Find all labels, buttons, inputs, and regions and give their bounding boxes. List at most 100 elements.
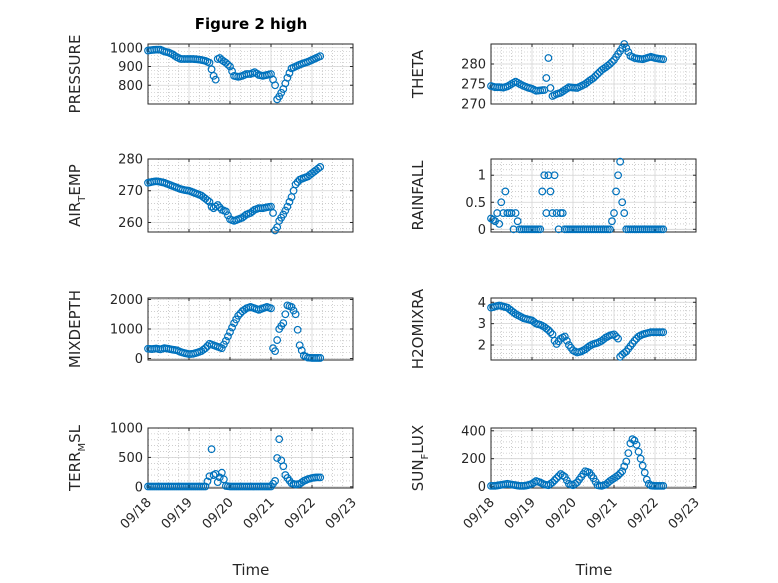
pressure-axes-box: [147, 43, 354, 105]
sunflux-y-axis-label: SUNFLUX: [409, 425, 431, 491]
terr_msl-y-axis-label: TERRMSL: [66, 424, 88, 492]
terr_msl-data-point: [215, 473, 224, 482]
terr_msl-y-label-part: SL: [66, 424, 84, 443]
rainfall-data-point: [606, 225, 614, 234]
sunflux-data-point: [640, 468, 649, 477]
mixdepth-data-point: [279, 319, 288, 327]
h2omixra-y-tick-label: 4: [478, 296, 486, 311]
air_temp-data-point: [213, 201, 222, 209]
mixdepth-data-point: [228, 323, 236, 332]
terr_msl-data-point: [271, 477, 280, 485]
rainfall-data-point: [608, 217, 616, 226]
air_temp-y-tick-label: 270: [118, 184, 143, 199]
sunflux-data-point: [632, 440, 641, 449]
h2omixra-data-point: [612, 332, 620, 341]
rainfall-data-point: [546, 187, 555, 196]
rainfall-data-point: [620, 209, 629, 217]
sunflux-y-label-subscript: F: [420, 453, 431, 459]
sunflux-data-point: [571, 479, 579, 488]
terr_msl-axes-box: [147, 427, 354, 489]
rainfall-data-point: [489, 215, 497, 224]
sunflux-x-tick-label: 09/21: [584, 495, 621, 532]
theta-y-tick-label: 280: [461, 58, 486, 73]
theta-axes-box: [490, 43, 697, 105]
sunflux-y-label-part: LUX: [409, 425, 427, 454]
mixdepth-data-point: [295, 341, 304, 350]
h2omixra-axes-box: [490, 297, 697, 361]
rainfall-data-point: [501, 187, 510, 196]
terr_msl-data-point: [279, 462, 288, 471]
rainfall-data-point: [536, 225, 545, 234]
h2omixra-data-point: [630, 336, 639, 345]
h2omixra-y-tick-label: 3: [478, 317, 486, 332]
figure-title: Figure 2 high: [195, 15, 308, 33]
sunflux-data-point: [558, 471, 567, 480]
rainfall-data-point: [497, 198, 506, 207]
pressure-data-point: [224, 60, 232, 69]
sunflux-y-tick-label: 0: [478, 480, 486, 495]
pressure-series-markers: [144, 45, 325, 104]
air_temp-data-point: [269, 209, 277, 217]
sunflux-data-point: [630, 436, 639, 445]
pressure-data-point: [226, 62, 234, 71]
mixdepth-data-point: [226, 328, 234, 336]
mixdepth-y-tick-label: 2000: [110, 293, 143, 308]
rainfall-data-point: [511, 209, 520, 217]
theta-data-point: [593, 70, 602, 78]
sunflux-x-tick-label: 09/22: [625, 495, 662, 532]
terr_msl-y-label-subscript: M: [77, 443, 88, 452]
pressure-y-tick-label: 900: [118, 60, 143, 75]
mixdepth-y-tick-label: 1000: [110, 323, 143, 338]
rainfall-data-point: [548, 209, 557, 217]
terr_msl-data-point: [203, 477, 212, 486]
pressure-data-point: [316, 52, 325, 61]
theta-data-point: [622, 44, 631, 52]
pressure-y-tick-label: 1000: [110, 41, 143, 56]
mixdepth-data-point: [234, 311, 243, 320]
terr_msl-y-tick-label: 1000: [110, 422, 143, 437]
sunflux-data-point: [552, 474, 561, 483]
theta-data-point: [608, 58, 616, 66]
terr_msl-y-tick-label: 0: [135, 480, 143, 495]
h2omixra-data-point: [562, 336, 571, 345]
h2omixra-y-axis-label: H2OMIXRA: [409, 288, 427, 369]
air_temp-data-point: [240, 212, 249, 221]
pressure-data-point: [283, 73, 292, 82]
terr_msl-x-tick-label: 09/23: [323, 495, 360, 532]
terr_msl-data-point: [316, 473, 325, 482]
x-axis-label-right: Time: [575, 561, 613, 579]
terr_msl-y-label-part: TERR: [66, 452, 84, 493]
panel-terr_msl: 0 500 1000 09/18 09/19 09/20 09/21 09/22 09/23 TE…: [66, 422, 360, 533]
air_temp-y-tick-label: 260: [118, 216, 143, 231]
mixdepth-data-point: [291, 310, 300, 319]
sunflux-data-point: [620, 462, 629, 471]
air_temp-axes-box: [147, 158, 354, 233]
rainfall-data-point: [558, 209, 567, 217]
theta-data-point: [589, 74, 598, 82]
sunflux-data-point: [548, 478, 557, 487]
sunflux-x-tick-label: 09/20: [543, 495, 580, 532]
rainfall-y-tick-label: 0: [478, 223, 486, 238]
mixdepth-y-axis-label: MIXDEPTH: [66, 290, 84, 368]
mixdepth-data-point: [273, 336, 282, 344]
rainfall-data-point: [659, 225, 668, 234]
rainfall-data-point: [614, 171, 622, 180]
rainfall-data-point: [618, 198, 627, 207]
pressure-data-point: [275, 92, 284, 101]
panel-h2omixra: 2 3 4 H2OMIXRA: [409, 288, 697, 369]
pressure-y-tick-label: 800: [118, 79, 143, 94]
theta-y-axis-label: THETA: [409, 49, 427, 99]
h2omixra-data-point: [620, 349, 629, 357]
mixdepth-data-point: [281, 310, 290, 319]
air_temp-y-label-part: AIR: [66, 202, 84, 227]
mixdepth-data-point: [221, 336, 230, 345]
air_temp-data-point: [314, 164, 323, 173]
rainfall-data-point: [540, 171, 549, 180]
air_temp-series-markers: [144, 163, 325, 235]
rainfall-data-point: [616, 157, 625, 166]
terr_msl-data-point: [275, 435, 284, 444]
h2omixra-series-markers: [487, 301, 668, 361]
h2omixra-data-point: [546, 328, 555, 337]
mixdepth-data-point: [293, 325, 302, 334]
